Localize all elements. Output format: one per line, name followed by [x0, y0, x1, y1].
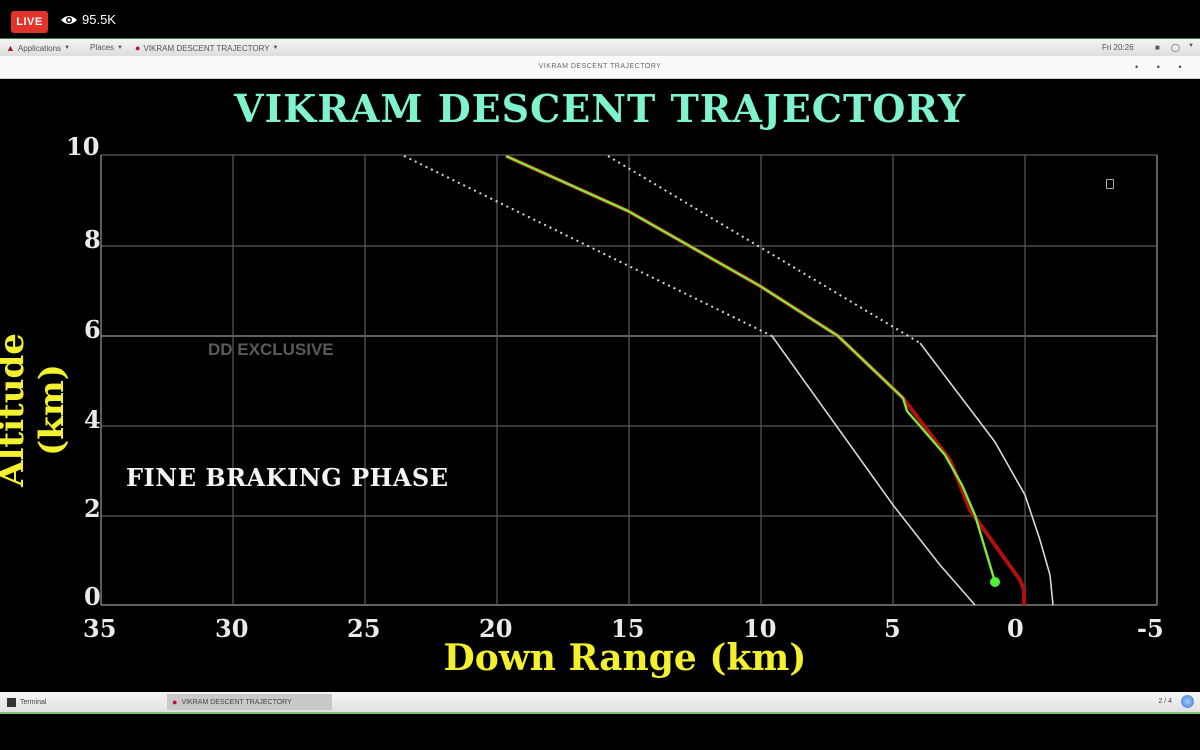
x-tick-0: 0: [1007, 614, 1024, 643]
workspace-indicator[interactable]: 2 / 4: [1158, 698, 1172, 705]
active-window-label: VIKRAM DESCENT TRAJECTORY: [143, 43, 270, 53]
lander-position-marker: [990, 577, 1000, 587]
close-icon[interactable]: •: [1178, 62, 1182, 72]
window-titlebar[interactable]: VIKRAM DESCENT TRAJECTORY • • •: [0, 56, 1200, 79]
viewer-count: 95.5K: [60, 12, 116, 27]
chevron-down-icon: ▼: [64, 45, 71, 51]
viewer-count-value: 95.5K: [82, 12, 116, 27]
grid: [100, 154, 1158, 606]
applications-label: Applications: [17, 43, 62, 53]
task-label: Terminal: [20, 698, 47, 706]
y-tick-8: 8: [84, 225, 101, 254]
x-tick-5: 5: [884, 614, 901, 643]
y-tick-0: 0: [84, 582, 101, 611]
active-window-menu[interactable]: ● VIKRAM DESCENT TRAJECTORY ▼: [135, 43, 279, 53]
y-axis-label: Altitude (km): [0, 333, 72, 487]
stream-bottom-bar: [0, 714, 1200, 750]
actual-trajectory-line: [505, 154, 997, 583]
task-terminal[interactable]: Terminal: [2, 694, 162, 710]
upper-boundary: [919, 342, 1054, 606]
places-label: Places: [90, 43, 115, 52]
x-tick-10: 10: [743, 614, 777, 643]
terminal-icon: [7, 697, 16, 707]
workspace-switcher-icon[interactable]: [1181, 695, 1194, 708]
y-tick-4: 4: [84, 405, 101, 434]
stream-overlay-bar: LIVE 95.5K: [0, 0, 1200, 38]
clock-label: Fri 20:26: [1102, 43, 1134, 52]
x-tick-20: 20: [479, 614, 513, 643]
maximize-icon[interactable]: •: [1156, 62, 1161, 72]
gnome-top-panel: ▲ Applications ▼ Places ▼ ● VIKRAM DESCE…: [0, 38, 1200, 57]
phase-label: FINE BRAKING PHASE: [126, 463, 449, 492]
app-icon: ●: [135, 43, 141, 53]
y-tick-6: 6: [84, 315, 101, 344]
dd-exclusive-watermark: DD EXCLUSIVE: [208, 340, 334, 359]
minimize-icon[interactable]: •: [1135, 62, 1139, 72]
applications-menu[interactable]: ▲ Applications ▼: [6, 43, 70, 53]
upper-boundary-dotted: [607, 155, 921, 344]
chevron-down-icon: ▼: [272, 45, 279, 51]
task-vikram-descent-trajectory[interactable]: ● VIKRAM DESCENT TRAJECTORY: [167, 694, 332, 710]
volume-icon[interactable]: ■: [1155, 43, 1160, 52]
y-tick-2: 2: [84, 494, 101, 523]
y-tick-10: 10: [66, 132, 100, 161]
chart-canvas: [0, 79, 1200, 691]
eye-icon: [61, 15, 77, 24]
chart-title: VIKRAM DESCENT TRAJECTORY: [234, 86, 966, 131]
mouse-cursor-icon: [1106, 179, 1114, 189]
chevron-down-icon: ▼: [117, 44, 123, 51]
x-tick-25: 25: [347, 614, 381, 643]
lower-boundary-dotted: [403, 155, 773, 337]
x-tick-35: 35: [83, 614, 117, 643]
chevron-down-icon[interactable]: ▼: [1188, 43, 1194, 49]
window-title: VIKRAM DESCENT TRAJECTORY: [538, 63, 662, 70]
lower-boundary: [771, 335, 976, 606]
places-menu[interactable]: Places ▼: [90, 43, 123, 52]
app-icon: ●: [172, 697, 178, 707]
x-axis-label: Down Range (km): [443, 637, 807, 679]
planned-trajectory-line: [505, 154, 1026, 605]
task-label: VIKRAM DESCENT TRAJECTORY: [181, 698, 292, 706]
x-tick-minus-5: -5: [1137, 614, 1164, 643]
x-tick-30: 30: [215, 614, 249, 643]
x-tick-15: 15: [611, 614, 645, 643]
live-badge: LIVE: [11, 11, 48, 33]
gnome-foot-icon: ▲: [6, 43, 15, 53]
bottom-taskbar: Terminal ● VIKRAM DESCENT TRAJECTORY 2 /…: [0, 692, 1200, 714]
power-icon[interactable]: ◯: [1171, 43, 1180, 52]
clock[interactable]: Fri 20:26: [1102, 43, 1134, 52]
